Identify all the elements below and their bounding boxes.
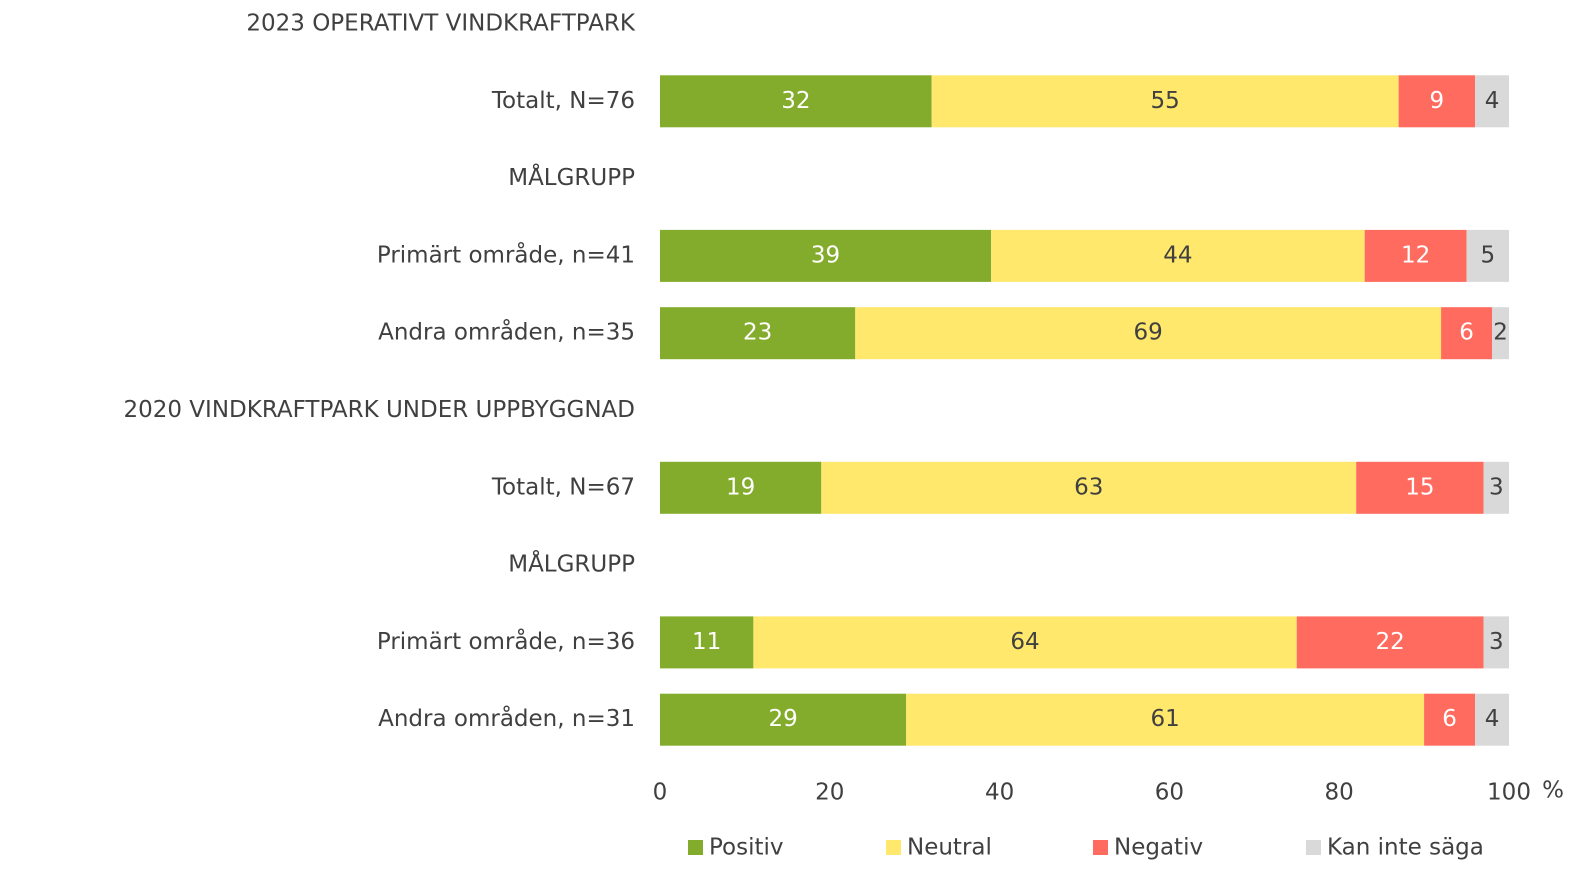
bar-segment — [660, 616, 754, 669]
value-label: 4 — [1485, 88, 1500, 114]
value-label: 39 — [811, 242, 840, 268]
x-tick-label: 60 — [1155, 780, 1184, 806]
bar-segment — [660, 307, 856, 360]
bar-segment — [753, 616, 1297, 669]
value-label: 32 — [781, 88, 810, 114]
bar-segment — [906, 693, 1425, 746]
bar-segment — [1492, 307, 1509, 360]
value-label: 4 — [1485, 706, 1500, 732]
category-label: Primärt område, n=36 — [377, 627, 635, 655]
value-label: 2 — [1493, 320, 1508, 346]
bar-segment — [1483, 616, 1509, 669]
legend-label: Neutral — [907, 835, 992, 861]
value-label: 11 — [692, 629, 721, 655]
bar-segment — [660, 461, 822, 514]
value-label: 12 — [1401, 242, 1430, 268]
value-label: 3 — [1489, 474, 1504, 500]
category-label: 2020 VINDKRAFTPARK UNDER UPPBYGGNAD — [123, 397, 635, 423]
value-label: 61 — [1151, 706, 1180, 732]
value-label: 9 — [1430, 88, 1445, 114]
category-label: Andra områden, n=35 — [378, 318, 635, 346]
legend-swatch — [1306, 840, 1321, 855]
legend-swatch — [886, 840, 901, 855]
bar-segment — [1296, 616, 1484, 669]
value-label: 5 — [1480, 242, 1495, 268]
value-label: 29 — [768, 706, 797, 732]
value-label: 15 — [1405, 474, 1434, 500]
x-tick-label: 80 — [1325, 780, 1354, 806]
value-label: 64 — [1010, 629, 1039, 655]
value-label: 22 — [1375, 629, 1404, 655]
category-label: MÅLGRUPP — [508, 550, 635, 578]
value-label: 6 — [1442, 706, 1457, 732]
value-label: 23 — [743, 320, 772, 346]
bar-segment — [1356, 461, 1484, 514]
bar-segment — [1475, 75, 1509, 128]
value-label: 69 — [1134, 320, 1163, 346]
value-label: 55 — [1151, 88, 1180, 114]
bar-segment — [855, 307, 1442, 360]
category-label: 2023 OPERATIVT VINDKRAFTPARK — [246, 11, 636, 37]
x-tick-label: 100 — [1487, 780, 1531, 806]
x-axis-label: % — [1542, 778, 1564, 804]
bar-segment — [660, 693, 907, 746]
value-label: 6 — [1459, 320, 1474, 346]
category-label: Andra områden, n=31 — [378, 704, 635, 732]
bar-segment — [660, 229, 992, 282]
legend-swatch — [1093, 840, 1108, 855]
legend-label: Negativ — [1114, 835, 1203, 861]
bar-segment — [1424, 693, 1476, 746]
category-label: Totalt, N=76 — [491, 88, 635, 114]
value-label: 3 — [1489, 629, 1504, 655]
legend-label: Positiv — [709, 835, 784, 861]
category-label: Primärt område, n=41 — [377, 240, 635, 268]
bar-segment — [1398, 75, 1476, 128]
category-label: MÅLGRUPP — [508, 163, 635, 191]
bar-segment — [1466, 229, 1509, 282]
legend-label: Kan inte säga — [1327, 835, 1484, 861]
x-tick-label: 40 — [985, 780, 1014, 806]
x-tick-label: 0 — [653, 780, 668, 806]
value-label: 19 — [726, 474, 755, 500]
bar-segment — [660, 75, 932, 128]
bar-segment — [1441, 307, 1493, 360]
legend-swatch — [688, 840, 703, 855]
bar-segment — [821, 461, 1357, 514]
bar-segment — [1475, 693, 1509, 746]
bar-segment — [1364, 229, 1467, 282]
value-label: 44 — [1163, 242, 1192, 268]
bar-segment — [1483, 461, 1509, 514]
bar-segment — [931, 75, 1399, 128]
x-tick-label: 20 — [815, 780, 844, 806]
category-label: Totalt, N=67 — [491, 474, 635, 500]
bar-segment — [991, 229, 1365, 282]
value-label: 63 — [1074, 474, 1103, 500]
